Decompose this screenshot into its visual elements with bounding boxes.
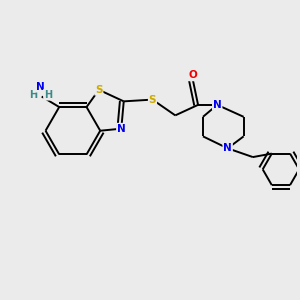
- Text: H: H: [29, 90, 37, 100]
- Text: H: H: [44, 90, 52, 100]
- Text: N: N: [36, 82, 44, 92]
- Text: S: S: [95, 85, 103, 95]
- Text: S: S: [149, 94, 156, 105]
- Text: O: O: [188, 70, 197, 80]
- Text: N: N: [213, 100, 222, 110]
- Text: N: N: [117, 124, 126, 134]
- Text: N: N: [223, 143, 232, 153]
